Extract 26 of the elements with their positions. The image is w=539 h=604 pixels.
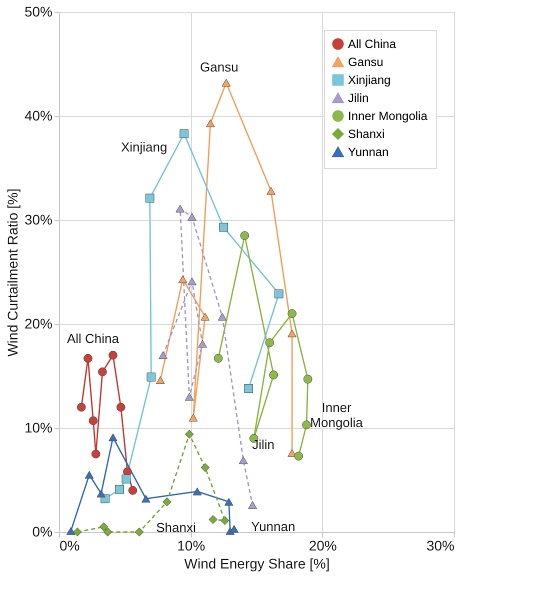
text: Shanxi	[156, 520, 196, 535]
text: Gansu	[200, 60, 238, 75]
legend-label: Inner Mongolia	[348, 109, 428, 123]
legend-label: Xinjiang	[348, 73, 391, 87]
x-axis-title: Wind Energy Share [%]	[184, 556, 330, 572]
text: Jilin	[252, 437, 275, 452]
x-tick-label: 30%	[426, 538, 454, 554]
y-tick-label: 30%	[24, 212, 52, 228]
legend-label: Shanxi	[348, 127, 385, 141]
y-tick-label: 10%	[24, 420, 52, 436]
legend-label: All China	[348, 37, 396, 51]
text: Xinjiang	[120, 140, 168, 155]
text: All China	[66, 331, 119, 346]
text: Yunnan	[251, 518, 296, 534]
y-tick-label: 50%	[24, 4, 52, 20]
y-tick-label: 20%	[24, 316, 52, 332]
y-tick-label: 40%	[24, 108, 52, 124]
legend-label: Yunnan	[348, 145, 389, 159]
text: Inner Mongolia	[310, 400, 363, 430]
legend-label: Jilin	[348, 91, 369, 105]
y-tick-label: 0%	[32, 524, 52, 540]
legend-label: Gansu	[348, 55, 384, 69]
x-tick-label: 20%	[308, 538, 337, 554]
y-axis-title: Wind Curtailment Ratio [%]	[4, 188, 20, 357]
x-tick-label: 0%	[60, 538, 80, 554]
x-tick-label: 10%	[177, 538, 206, 554]
